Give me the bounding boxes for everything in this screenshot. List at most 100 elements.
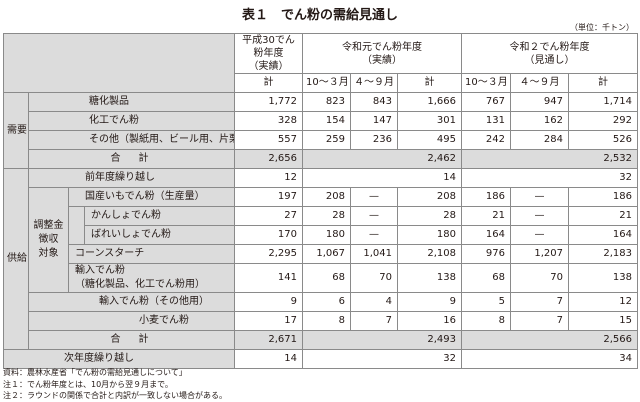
cell: 976 bbox=[461, 244, 511, 264]
cell: 1,666 bbox=[397, 92, 462, 112]
cell: 557 bbox=[234, 130, 303, 150]
notes: 資料：農林水産省「でん粉の需給見通しについて」 注１：でん粉年度とは、10月から… bbox=[3, 367, 227, 402]
cell: 9 bbox=[397, 292, 462, 312]
cell: 292 bbox=[568, 111, 638, 131]
cell: 1,714 bbox=[568, 92, 638, 112]
cell: 2,462 bbox=[302, 149, 462, 169]
cell: 495 bbox=[397, 130, 462, 150]
row-label: 合 計 bbox=[28, 330, 235, 350]
table-row-total: 合 計 2,671 2,493 2,566 bbox=[4, 330, 638, 350]
cell: 17 bbox=[234, 311, 303, 331]
starch-supply-demand-table: 平成30でん粉年度 （実績） 令和元でん粉年度 （実績） 令和２でん粉年度 （見通し）… bbox=[3, 33, 638, 369]
header-oct-mar: 10～３月 bbox=[302, 73, 351, 93]
cell: 70 bbox=[510, 263, 569, 293]
cell: 186 bbox=[568, 187, 638, 207]
cell: 21 bbox=[568, 206, 638, 226]
cell: 154 bbox=[302, 111, 351, 131]
note-source: 資料：農林水産省「でん粉の需給見通しについて」 bbox=[3, 368, 187, 377]
header-h30: 平成30でん粉年度 （実績） bbox=[234, 33, 303, 74]
header-row-2: 計 10～３月 ４～９月 計 10～３月 ４～９月 計 bbox=[4, 73, 638, 93]
cell: 236 bbox=[350, 130, 398, 150]
row-label: 次年度繰り越し bbox=[3, 349, 235, 369]
cell: 27 bbox=[234, 206, 303, 226]
cell: 14 bbox=[234, 349, 303, 369]
cell: 2,532 bbox=[461, 149, 638, 169]
cell: 1,207 bbox=[510, 244, 569, 264]
cell: 843 bbox=[350, 92, 398, 112]
cell: — bbox=[350, 206, 398, 226]
row-label: かんしょでん粉 bbox=[84, 206, 235, 226]
header-corner bbox=[3, 33, 235, 93]
row-label: 輸入でん粉 （糖化製品、化工でん粉用） bbox=[68, 263, 235, 293]
cell: 28 bbox=[302, 206, 351, 226]
cell: — bbox=[510, 187, 569, 207]
cell: 14 bbox=[302, 168, 462, 188]
cell: 7 bbox=[350, 311, 398, 331]
cell: 12 bbox=[568, 292, 638, 312]
header-total: 計 bbox=[234, 73, 303, 93]
cell: 2,493 bbox=[302, 330, 462, 350]
table-row: その他（製紙用、ビール用、片栗粉など） 557 259 236 495 242 … bbox=[4, 130, 638, 150]
cell: 138 bbox=[568, 263, 638, 293]
header-apr-sep: ４～９月 bbox=[510, 73, 569, 93]
cell: 208 bbox=[302, 187, 351, 207]
cell: 34 bbox=[461, 349, 638, 369]
cell: 8 bbox=[461, 311, 511, 331]
cell: 767 bbox=[461, 92, 511, 112]
cell: 6 bbox=[302, 292, 351, 312]
cell: 526 bbox=[568, 130, 638, 150]
row-label: 合 計 bbox=[28, 149, 235, 169]
row-label: 化工でん粉 bbox=[28, 111, 235, 131]
cell: 164 bbox=[461, 225, 511, 245]
header-row-1: 平成30でん粉年度 （実績） 令和元でん粉年度 （実績） 令和２でん粉年度 （見通し） bbox=[3, 33, 638, 93]
note-1: 注１：でん粉年度とは、10月から翌９月まで。 bbox=[3, 379, 173, 389]
row-label: 小麦でん粉 bbox=[28, 311, 235, 331]
cell: 1,772 bbox=[234, 92, 303, 112]
cell: 138 bbox=[397, 263, 462, 293]
note-2: 注２：ラウンドの関係で合計と内訳が一致しない場合がある。 bbox=[3, 391, 227, 400]
header-oct-mar: 10～３月 bbox=[461, 73, 511, 93]
cell: — bbox=[510, 206, 569, 226]
cell: 1,067 bbox=[302, 244, 351, 264]
cell: 242 bbox=[461, 130, 511, 150]
table-row-total: 合 計 2,656 2,462 2,532 bbox=[4, 149, 638, 169]
table-row: 調整金 徴収 対象 国産いもでん粉（生産量） 197 208 — 208 186 —… bbox=[4, 187, 638, 293]
cell: 2,671 bbox=[234, 330, 303, 350]
table-row: 小麦でん粉 17 8 7 16 8 7 15 bbox=[4, 311, 638, 331]
unit-label: （単位：千トン） bbox=[570, 23, 634, 32]
cell: 2,656 bbox=[234, 149, 303, 169]
cell: 68 bbox=[461, 263, 511, 293]
row-label: コーンスターチ bbox=[68, 244, 235, 264]
row-label: 前年度繰り越し bbox=[28, 168, 235, 188]
table-title: 表１ でん粉の需給見通し bbox=[241, 8, 398, 23]
cell: 186 bbox=[461, 187, 511, 207]
row-label: 糖化製品 bbox=[28, 92, 235, 112]
cell: 164 bbox=[568, 225, 638, 245]
header-r1: 令和元でん粉年度 （実績） bbox=[302, 33, 462, 74]
cell: 7 bbox=[510, 292, 569, 312]
cell: — bbox=[510, 225, 569, 245]
cell: 4 bbox=[350, 292, 398, 312]
header-total: 計 bbox=[568, 73, 638, 93]
cell: — bbox=[350, 225, 398, 245]
row-label: 国産いもでん粉（生産量） bbox=[68, 187, 235, 207]
indent-spacer bbox=[68, 206, 85, 245]
cell: 7 bbox=[510, 311, 569, 331]
table-row: コーンスターチ 2,295 1,067 1,041 2,108 976 1,20… bbox=[4, 244, 638, 264]
cell: 5 bbox=[461, 292, 511, 312]
section-supply: 供給 bbox=[3, 168, 29, 350]
cell: 162 bbox=[510, 111, 569, 131]
cell: 131 bbox=[461, 111, 511, 131]
cell: 15 bbox=[568, 311, 638, 331]
cell: 2,108 bbox=[397, 244, 462, 264]
cell: 328 bbox=[234, 111, 303, 131]
section-demand: 需要 bbox=[3, 92, 29, 169]
cell: 2,183 bbox=[568, 244, 638, 264]
cell: 180 bbox=[397, 225, 462, 245]
cell: 141 bbox=[234, 263, 303, 293]
header-total: 計 bbox=[397, 73, 462, 93]
cell: 170 bbox=[234, 225, 303, 245]
row-label: ばれいしょでん粉 bbox=[84, 225, 235, 245]
cell: 1,041 bbox=[350, 244, 398, 264]
cell: 180 bbox=[302, 225, 351, 245]
